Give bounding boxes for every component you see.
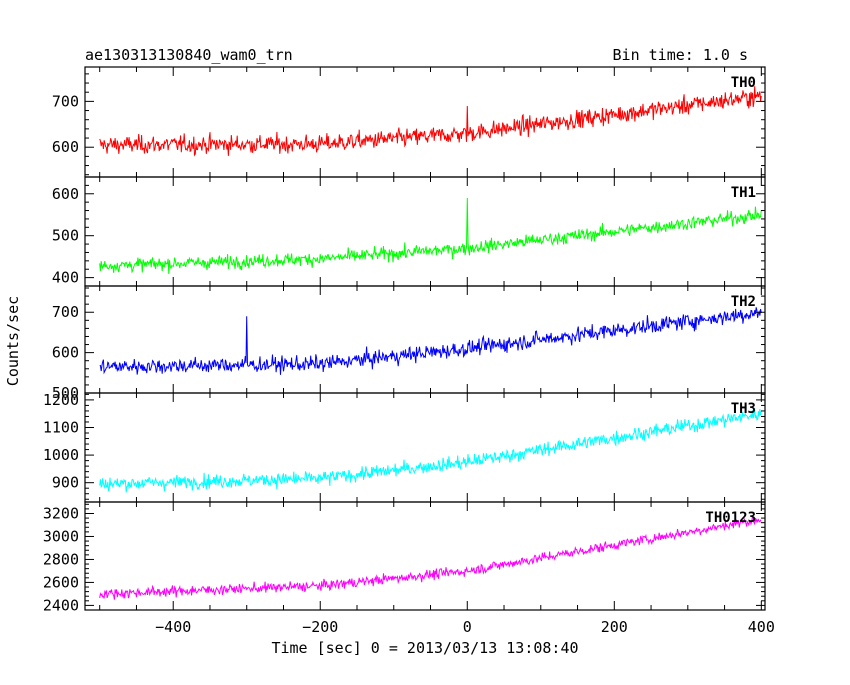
y-tick-label: 3000 — [43, 527, 79, 545]
x-axis-title: Time [sec] 0 = 2013/03/13 13:08:40 — [271, 639, 578, 657]
y-tick-label: 900 — [52, 474, 79, 492]
y-tick-label: 1000 — [43, 446, 79, 464]
panel-label-th1: TH1 — [731, 185, 756, 201]
x-tick-label: 0 — [463, 618, 472, 636]
bin-time-label: Bin time: 1.0 s — [613, 46, 748, 64]
panel-th0123: 2400 2600 2800 3000 3200 TH0123 — [43, 501, 766, 614]
series-line-th3 — [99, 408, 762, 493]
panel-frame — [84, 176, 766, 287]
object-name: ae130313130840_wam0_trn — [85, 46, 293, 64]
series-line-th1 — [99, 197, 762, 275]
panel-frame — [84, 66, 766, 178]
y-tick-label: 700 — [52, 303, 79, 321]
panel-th3: 900 1000 1100 1200 TH3 — [43, 391, 766, 503]
y-tick-label: 2600 — [43, 573, 79, 591]
y-tick-label: 1100 — [43, 418, 79, 436]
series-line-th2 — [99, 307, 762, 375]
y-tick-label: 400 — [52, 269, 79, 287]
y-tick-label: 700 — [52, 92, 79, 110]
x-tick-label: 200 — [601, 618, 628, 636]
panel-label-th0123: TH0123 — [705, 510, 756, 526]
x-axis: −400 −200 0 200 400 — [155, 618, 775, 636]
y-tick-label: 2400 — [43, 596, 79, 614]
panel-label-th0: TH0 — [731, 75, 756, 91]
panel-label-th2: TH2 — [731, 294, 756, 310]
y-tick-label: 600 — [52, 138, 79, 156]
y-tick-label: 500 — [52, 227, 79, 245]
x-tick-label: 400 — [748, 618, 775, 636]
panel-th2: 500 600 700 TH2 — [52, 285, 766, 402]
y-tick-label: 600 — [52, 185, 79, 203]
y-tick-label: 3200 — [43, 504, 79, 522]
x-tick-label: −400 — [155, 618, 191, 636]
panel-th1: 400 500 600 TH1 — [52, 176, 766, 287]
y-tick-label: 1200 — [43, 391, 79, 409]
panel-label-th3: TH3 — [731, 401, 756, 417]
y-tick-label: 2800 — [43, 550, 79, 568]
y-tick-label: 500 — [52, 384, 79, 402]
panel-frame — [84, 501, 766, 611]
series-line-th0 — [99, 86, 762, 157]
panel-frame — [84, 285, 766, 394]
x-tick-label: −200 — [302, 618, 338, 636]
series-line-th0123 — [99, 515, 762, 600]
y-tick-label: 600 — [52, 344, 79, 362]
panel-th0: 600 700 TH0 — [52, 66, 766, 178]
y-axis-title: Counts/sec — [4, 296, 22, 386]
panel-stack: 600 700 TH0 400 500 600 TH1 500 600 700 TH2 900 1000… — [43, 66, 766, 614]
